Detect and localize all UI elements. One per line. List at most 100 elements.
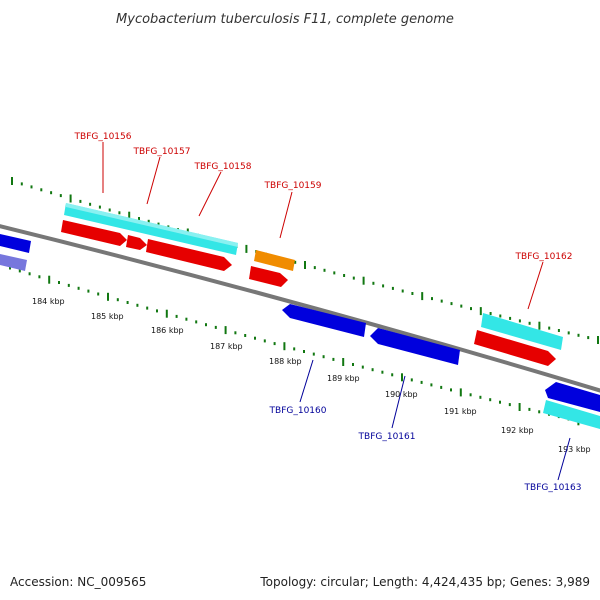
genome-summary-text: Topology: circular; Length: 4,424,435 bp…: [259, 575, 590, 589]
gene-label-reverse: TBFG_10161: [358, 432, 416, 442]
minor-tick: [30, 185, 33, 189]
minor-tick: [79, 199, 82, 203]
minor-tick: [557, 329, 560, 332]
minor-tick: [312, 352, 315, 356]
leader-10160: [299, 359, 314, 403]
minor-tick: [528, 407, 531, 411]
gene-arrow-lavender-left: [0, 254, 27, 271]
kbp-label: 187 kbp: [210, 342, 243, 351]
minor-tick: [371, 368, 374, 372]
major-tick: [459, 388, 462, 397]
minor-tick: [333, 271, 336, 275]
accession-text: Accession: NC_009565: [10, 575, 146, 589]
major-tick: [107, 292, 109, 301]
minor-tick: [313, 266, 316, 270]
minor-tick: [499, 314, 502, 318]
minor-tick: [293, 347, 296, 351]
gene-arrow-red-10158: [146, 239, 232, 271]
major-tick: [342, 358, 345, 366]
gene-arrow-blue-10161: [370, 328, 460, 365]
kbp-label: 193 kbp: [558, 445, 591, 454]
minor-tick: [205, 323, 207, 327]
gene-label-reverse: TBFG_10163: [524, 483, 582, 493]
minor-tick: [175, 314, 178, 318]
leader-10157: [146, 156, 161, 205]
minor-tick: [294, 260, 297, 264]
kbp-label: 189 kbp: [327, 374, 360, 383]
minor-tick: [303, 350, 305, 353]
minor-tick: [361, 365, 364, 369]
major-tick: [165, 309, 168, 318]
gene-arrow-red-10162: [474, 330, 556, 366]
minor-tick: [18, 269, 21, 273]
minor-tick: [77, 286, 80, 290]
gene-arrow-red-10156: [61, 220, 127, 246]
gene-arrow-blue-right: [545, 382, 600, 412]
minor-tick: [528, 321, 531, 325]
minor-tick: [136, 303, 139, 307]
gene-features: [0, 203, 600, 429]
minor-tick: [147, 219, 150, 223]
minor-tick: [411, 292, 414, 295]
minor-tick: [548, 326, 551, 330]
minor-tick: [381, 370, 384, 374]
kbp-label: 191 kbp: [444, 407, 477, 416]
kbp-label: 186 kbp: [151, 326, 184, 335]
minor-tick: [89, 202, 92, 206]
gene-label-forward: TBFG_10158: [194, 162, 252, 172]
genome-backbone: [0, 224, 600, 393]
leader-10158: [198, 171, 222, 217]
minor-tick: [577, 333, 580, 337]
minor-tick: [352, 363, 354, 366]
minor-tick: [118, 211, 121, 215]
gene-arrow-cyan-10163: [543, 400, 600, 429]
major-tick: [11, 177, 13, 185]
minor-tick: [450, 302, 453, 306]
minor-tick: [214, 325, 217, 329]
gene-arrow-orange: [254, 250, 295, 271]
map-title: Mycobacterium tuberculosis F11, complete…: [116, 12, 454, 27]
major-tick: [362, 276, 365, 285]
major-tick: [224, 326, 227, 335]
minor-tick: [382, 284, 385, 288]
minor-tick: [244, 334, 247, 337]
minor-tick: [234, 331, 237, 335]
major-tick: [597, 336, 599, 344]
minor-tick: [59, 194, 62, 198]
gene-label-reverse: TBFG_10160: [269, 406, 327, 416]
minor-tick: [28, 272, 31, 276]
minor-tick: [195, 320, 198, 324]
kbp-label: 190 kbp: [385, 390, 418, 399]
minor-tick: [499, 400, 501, 404]
minor-tick: [263, 339, 266, 343]
minor-tick: [146, 306, 149, 310]
minor-tick: [440, 385, 443, 389]
major-tick: [304, 261, 306, 269]
gene-arrow-blue-10160: [282, 304, 366, 337]
kbp-scale: 184 kbp 185 kbp 186 kbp 187 kbp 188 kbp …: [32, 297, 591, 454]
minor-tick: [391, 373, 394, 377]
minor-tick: [401, 289, 404, 293]
major-tick: [538, 321, 541, 330]
minor-tick: [254, 336, 256, 340]
leader-10162: [527, 261, 544, 310]
leader-10163: [557, 437, 571, 481]
minor-tick: [391, 286, 394, 290]
major-tick: [479, 307, 482, 316]
minor-tick: [538, 410, 541, 414]
leader-10159: [279, 191, 293, 239]
minor-tick: [9, 266, 11, 270]
minor-tick: [157, 222, 160, 226]
minor-tick: [138, 217, 140, 220]
gene-label-forward: TBFG_10162: [515, 252, 573, 262]
kbp-label: 185 kbp: [91, 312, 124, 321]
gene-arrow-red-10157: [126, 235, 147, 250]
minor-tick: [450, 388, 452, 392]
minor-tick: [567, 331, 570, 335]
minor-tick: [460, 304, 463, 308]
kbp-label: 184 kbp: [32, 297, 65, 306]
major-tick: [48, 275, 51, 284]
minor-tick: [323, 268, 326, 272]
minor-tick: [479, 395, 482, 399]
